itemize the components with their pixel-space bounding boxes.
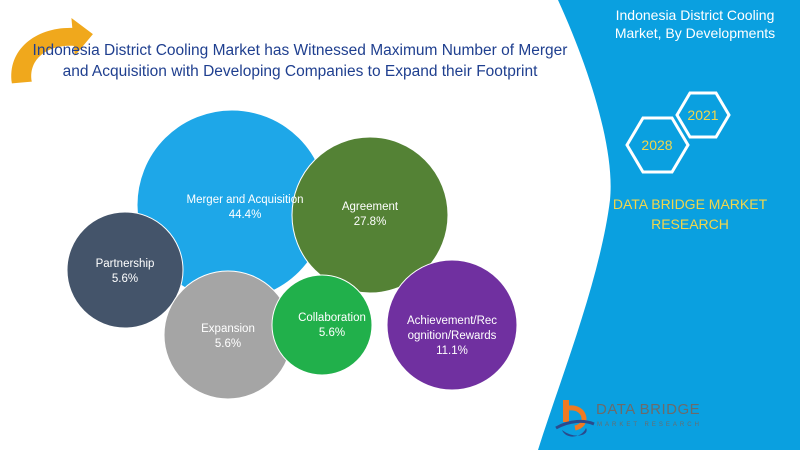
bubble-category: Merger and Acquisition	[186, 194, 304, 206]
bubble-category: Agreement	[341, 201, 399, 213]
bubble-value: 27.8%	[353, 216, 387, 228]
bubble-collaboration	[271, 274, 373, 376]
bubble-value: 5.6%	[318, 327, 346, 339]
bubble-label: Expansion 5.6%	[188, 322, 268, 352]
bubble-category: Expansion	[201, 323, 255, 335]
bubble-partnership	[66, 211, 184, 329]
bubble-label: Agreement 27.8%	[320, 200, 420, 230]
year-2028-label: 2028	[641, 137, 673, 153]
bubble-value: 5.6%	[214, 338, 242, 350]
bubble-category: Partnership	[95, 258, 155, 270]
bubble-value: 11.1%	[436, 345, 468, 357]
logo-name: DATA BRIDGE	[596, 401, 701, 418]
curved-arrow-icon	[11, 17, 93, 84]
logo-subtitle: MARKET RESEARCH	[597, 422, 702, 428]
brand-text: DATA BRIDGE MARKET RESEARCH	[612, 196, 768, 232]
bubble-agreement	[291, 136, 449, 294]
bubble-value: 5.6%	[111, 273, 139, 285]
hexagon-2021	[675, 91, 731, 139]
hexagon-2028	[625, 116, 690, 174]
bubble-achievement-rec-ognition-rewards	[386, 259, 518, 391]
side-panel-title: Indonesia District Cooling Market, By De…	[614, 7, 776, 41]
bubble-value: 44.4%	[228, 209, 262, 221]
bubble-category: Achievement/Rec ognition/Rewards	[406, 315, 498, 342]
data-bridge-logo-icon	[555, 400, 595, 437]
blue-side-panel	[538, 0, 800, 450]
bubble-label: Achievement/Rec ognition/Rewards 11.1%	[397, 314, 507, 359]
bubble-label: Collaboration 5.6%	[287, 311, 377, 341]
bubble-label: Merger and Acquisition 44.4%	[180, 193, 310, 223]
bubble-label: Partnership 5.6%	[85, 257, 165, 287]
bubble-category: Collaboration	[298, 312, 366, 324]
year-2021-label: 2021	[687, 107, 719, 123]
page-title: Indonesia District Cooling Market has Wi…	[32, 42, 568, 80]
